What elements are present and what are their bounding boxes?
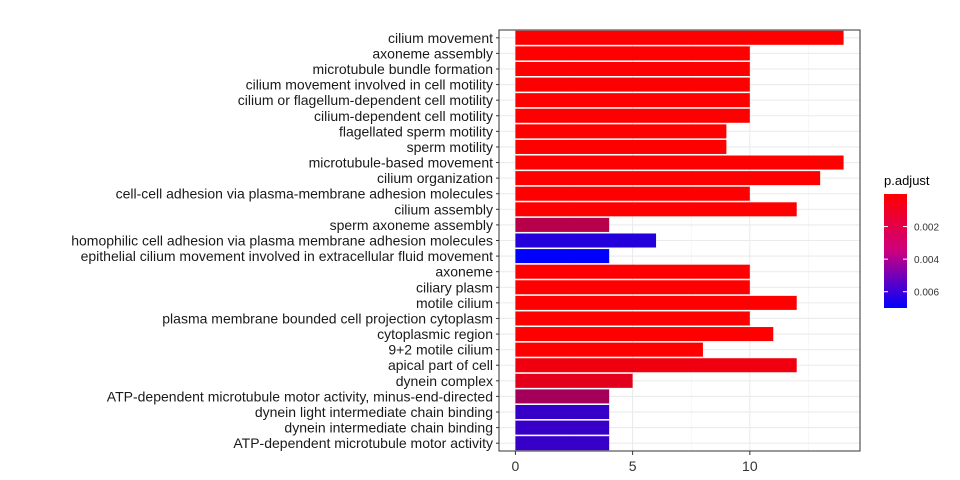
bar bbox=[515, 342, 703, 357]
bar bbox=[515, 311, 750, 326]
x-tick-label: 10 bbox=[742, 458, 758, 474]
category-label: sperm motility bbox=[407, 139, 493, 155]
bar bbox=[515, 264, 750, 279]
category-label: cilium movement involved in cell motilit… bbox=[246, 77, 493, 93]
bar bbox=[515, 358, 797, 373]
bar bbox=[515, 93, 750, 108]
legend-tick-label: 0.002 bbox=[914, 223, 939, 234]
category-label: dynein intermediate chain binding bbox=[284, 420, 493, 436]
bars bbox=[515, 30, 844, 451]
category-label: motile cilium bbox=[416, 295, 493, 311]
x-tick-label: 0 bbox=[512, 458, 520, 474]
bar bbox=[515, 77, 750, 92]
bar bbox=[515, 436, 610, 451]
category-label: ATP-dependent microtubule motor activity bbox=[233, 435, 493, 451]
legend-tick-label: 0.004 bbox=[914, 255, 939, 266]
category-label: dynein light intermediate chain binding bbox=[255, 404, 493, 420]
legend-ticks: 0.002 0.004 0.006 bbox=[884, 223, 939, 299]
category-label: microtubule bundle formation bbox=[312, 61, 493, 77]
bar bbox=[515, 108, 750, 123]
category-label: ciliary plasm bbox=[416, 279, 493, 295]
bar bbox=[515, 124, 727, 139]
category-label: cilium or flagellum-dependent cell motil… bbox=[238, 92, 493, 108]
bar bbox=[515, 295, 797, 310]
bar bbox=[515, 61, 750, 76]
category-label: apical part of cell bbox=[388, 357, 493, 373]
bar bbox=[515, 420, 610, 435]
bar bbox=[515, 249, 610, 264]
category-label: epithelial cilium movement involved in e… bbox=[81, 248, 494, 264]
bar bbox=[515, 373, 633, 388]
x-tick-label: 5 bbox=[629, 458, 637, 474]
category-label: dynein complex bbox=[396, 373, 493, 389]
category-label: 9+2 motile cilium bbox=[388, 342, 493, 358]
legend-colorbar bbox=[884, 194, 907, 308]
category-label: cell-cell adhesion via plasma-membrane a… bbox=[116, 186, 493, 202]
bar bbox=[515, 389, 610, 404]
legend-tick-label: 0.006 bbox=[914, 288, 939, 299]
bar bbox=[515, 139, 727, 154]
category-label: sperm axoneme assembly bbox=[330, 217, 493, 233]
category-label: plasma membrane bounded cell projection … bbox=[162, 310, 493, 326]
category-label: cytoplasmic region bbox=[377, 326, 493, 342]
category-label: cilium assembly bbox=[394, 201, 493, 217]
category-label: cilium movement bbox=[388, 30, 493, 46]
bar bbox=[515, 46, 750, 61]
category-label: cilium organization bbox=[377, 170, 493, 186]
category-label: axoneme assembly bbox=[372, 45, 493, 61]
bar bbox=[515, 186, 750, 201]
bar bbox=[515, 155, 844, 170]
x-axis: 0 5 10 bbox=[512, 451, 758, 474]
category-label: flagellated sperm motility bbox=[339, 123, 493, 139]
bar bbox=[515, 30, 844, 45]
category-label: cilium-dependent cell motility bbox=[314, 108, 493, 124]
bar bbox=[515, 171, 821, 186]
bar bbox=[515, 202, 797, 217]
legend-title: p.adjust bbox=[884, 173, 930, 188]
bar bbox=[515, 405, 610, 420]
legend: p.adjust 0.002 0.004 0.006 bbox=[884, 173, 939, 308]
category-label: homophilic cell adhesion via plasma memb… bbox=[71, 233, 493, 249]
bar bbox=[515, 233, 657, 248]
category-label: microtubule-based movement bbox=[309, 155, 494, 171]
category-label: ATP-dependent microtubule motor activity… bbox=[107, 388, 493, 404]
bar bbox=[515, 217, 610, 232]
bar bbox=[515, 280, 750, 295]
bar bbox=[515, 327, 774, 342]
category-label: axoneme bbox=[435, 264, 493, 280]
